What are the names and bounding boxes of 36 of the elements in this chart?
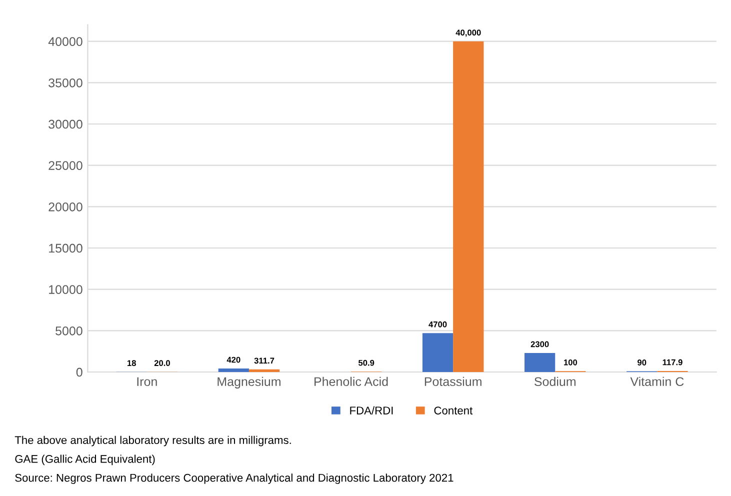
- data-label: 311.7: [254, 358, 274, 364]
- data-label: 40,000: [456, 30, 481, 37]
- data-label: 4700: [428, 321, 447, 328]
- x-tick-label: Iron: [137, 377, 157, 386]
- legend-label: FDA/RDI: [350, 406, 393, 414]
- y-tick-label: 15000: [49, 244, 82, 253]
- text: The above analytical laboratory results are in milligrams.: [14, 436, 291, 446]
- y-tick-label: 40000: [48, 37, 82, 46]
- y-tick-label: 0: [76, 368, 82, 377]
- legend-label: Content: [434, 406, 473, 414]
- bar: [422, 333, 454, 372]
- x-tick-label: Vitamin C: [630, 376, 684, 386]
- y-tick-label: 5000: [56, 326, 82, 336]
- y-tick-label: 20000: [48, 202, 82, 212]
- x-tick-label: Magnesium: [218, 376, 280, 389]
- data-label: 117.9: [662, 359, 682, 366]
- data-label: 18: [127, 360, 136, 366]
- bar: [218, 368, 249, 372]
- x-tick-label: Potassium: [424, 376, 482, 386]
- y-tick-label: 30000: [48, 120, 82, 129]
- data-label: 90: [638, 360, 646, 366]
- data-label: 50.9: [358, 360, 374, 366]
- y-tick-label: 35000: [48, 78, 82, 88]
- x-tick-label: Sodium: [534, 376, 576, 386]
- source-note: Source: Negros Prawn Producers Cooperative Analytical and Diagnostic Laboratory 2021: [15, 474, 454, 484]
- bar: [453, 41, 484, 372]
- x-tick-label: Phenolic Acid: [314, 376, 388, 386]
- text: GAE (Gallic Acid Equivalent): [15, 454, 155, 466]
- bar: [524, 352, 556, 372]
- data-label: 100: [564, 359, 578, 366]
- bar: [248, 369, 280, 372]
- y-tick-label: 25000: [48, 161, 82, 170]
- data-label: 20.0: [154, 360, 170, 366]
- data-label: 420: [226, 356, 240, 363]
- data-label: 2300: [530, 341, 549, 348]
- y-tick-label: 10000: [49, 285, 82, 294]
